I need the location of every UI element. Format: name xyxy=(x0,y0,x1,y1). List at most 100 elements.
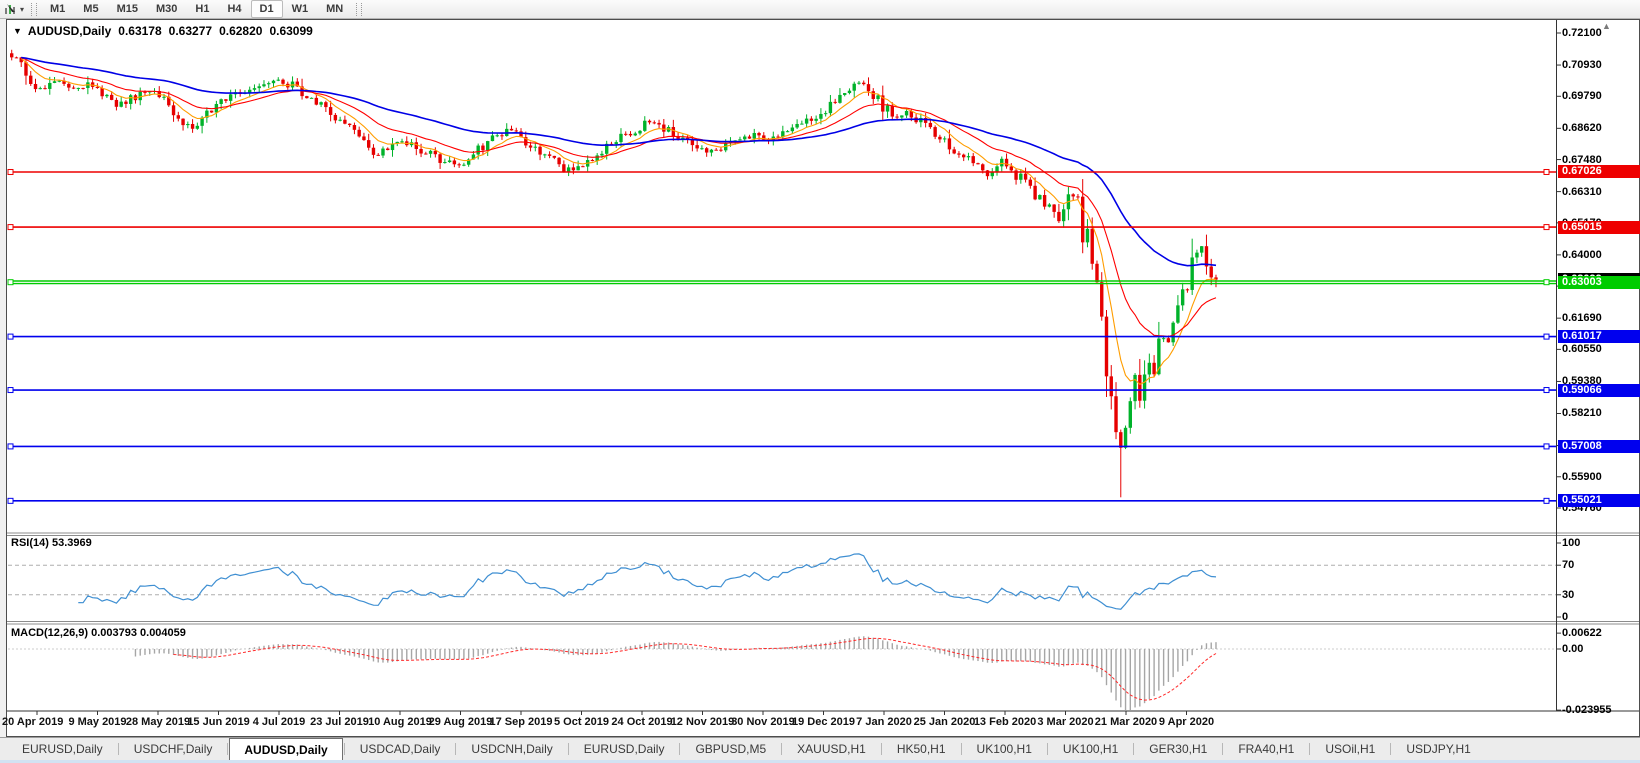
tab-separator xyxy=(117,743,119,755)
chart-tab-GBPUSD-M5[interactable]: GBPUSD,M5 xyxy=(695,742,767,756)
price-tick-0.55900: 0.55900 xyxy=(1562,470,1602,483)
price-tick-0.67480: 0.67480 xyxy=(1562,153,1602,166)
tab-separator xyxy=(227,743,229,755)
tab-separator xyxy=(1222,743,1224,755)
rsi-scale-70: 70 xyxy=(1562,559,1575,572)
level-price-box-0.61017: 0.61017 xyxy=(1558,330,1640,344)
date-tick-label: 15 Jun 2019 xyxy=(187,716,250,728)
symbol-label: AUDUSD,Daily xyxy=(27,24,112,38)
toolbar-grip[interactable] xyxy=(31,2,38,16)
date-tick-label: 17 Sep 2019 xyxy=(489,716,553,728)
price-tick-0.69790: 0.69790 xyxy=(1562,90,1602,103)
rsi-scale-0: 0 xyxy=(1562,611,1569,623)
status-strip xyxy=(0,760,1640,763)
timeframe-button-H1[interactable]: H1 xyxy=(195,3,210,15)
level-price-box-0.57008: 0.57008 xyxy=(1558,439,1640,453)
tab-separator xyxy=(455,743,457,755)
date-tick-label: 10 Aug 2019 xyxy=(368,716,432,728)
chart-tab-AUDUSD-Daily[interactable]: AUDUSD,Daily xyxy=(229,738,343,760)
price-tick-0.72100: 0.72100 xyxy=(1562,27,1602,39)
date-tick-label: 5 Oct 2019 xyxy=(553,716,610,728)
level-price-box-0.63003: 0.63003 xyxy=(1558,275,1640,289)
macd-scale-0.00: 0.00 xyxy=(1562,643,1584,655)
date-tick-label: 13 Feb 2020 xyxy=(973,716,1037,728)
chart-tab-EURUSD-Daily[interactable]: EURUSD,Daily xyxy=(22,742,103,756)
price-tick-0.58210: 0.58210 xyxy=(1562,407,1602,420)
tab-separator xyxy=(960,743,962,755)
chart-tab-USDCHF-Daily[interactable]: USDCHF,Daily xyxy=(133,742,213,756)
price-tick-0.64000: 0.64000 xyxy=(1562,248,1602,261)
ohlc-low: 0.62820 xyxy=(219,24,263,38)
chart-tab-GER30-H1[interactable]: GER30,H1 xyxy=(1149,742,1208,756)
chart-tab-UK100-H1[interactable]: UK100,H1 xyxy=(976,742,1032,756)
chart-tab-USOil-H1[interactable]: USOil,H1 xyxy=(1325,742,1376,756)
timeframe-button-M30[interactable]: M30 xyxy=(155,3,178,15)
tab-separator xyxy=(567,743,569,755)
date-tick-label: 9 May 2019 xyxy=(68,716,127,728)
date-tick-label: 30 Nov 2019 xyxy=(731,716,795,728)
chart-tab-EURUSD-Daily[interactable]: EURUSD,Daily xyxy=(583,742,665,756)
timeframe-button-M5[interactable]: M5 xyxy=(83,3,99,15)
ohlc-high: 0.63277 xyxy=(168,24,213,38)
price-tick-0.70930: 0.70930 xyxy=(1562,59,1602,72)
chart-tab-UK100-H1[interactable]: UK100,H1 xyxy=(1062,742,1119,756)
date-tick-label: 7 Jan 2020 xyxy=(856,716,912,728)
date-tick-label: 20 Apr 2019 xyxy=(2,716,64,728)
level-price-box-0.67026: 0.67026 xyxy=(1558,165,1640,179)
macd-scale-0.00622: 0.00622 xyxy=(1562,627,1602,640)
scroll-end-icon[interactable]: ▲ xyxy=(1602,21,1611,31)
level-price-box-0.65015: 0.65015 xyxy=(1558,220,1640,234)
tab-separator xyxy=(1309,743,1311,755)
price-tick-0.61690: 0.61690 xyxy=(1562,312,1602,325)
tab-separator xyxy=(781,743,783,755)
timeframe-button-group: M1 M5 M15 M30 H1 H4 D1 W1 MN xyxy=(41,0,352,18)
chart-tab-bar: EURUSD,Daily USDCHF,Daily AUDUSD,Daily USDC… xyxy=(0,737,1640,760)
date-tick-label: 12 Nov 2019 xyxy=(670,716,735,728)
date-tick-label: 25 Jan 2020 xyxy=(913,716,976,728)
chart-tab-USDCNH-Daily[interactable]: USDCNH,Daily xyxy=(471,742,553,756)
ohlc-open: 0.63178 xyxy=(118,24,162,38)
level-price-box-0.55021: 0.55021 xyxy=(1558,494,1640,508)
chart-tab-USDCAD-Daily[interactable]: USDCAD,Daily xyxy=(359,742,441,756)
date-tick-label: 23 Jul 2019 xyxy=(310,716,369,728)
timeframe-button-D1[interactable]: D1 xyxy=(250,0,283,18)
macd-indicator-label: MACD(12,26,9) 0.003793 0.004059 xyxy=(11,627,186,639)
tab-separator xyxy=(679,743,681,755)
timeframe-button-MN[interactable]: MN xyxy=(326,3,344,15)
timeframe-button-M15[interactable]: M15 xyxy=(116,3,138,15)
date-tick-label: 9 Apr 2020 xyxy=(1158,716,1215,728)
tab-separator xyxy=(1046,743,1048,755)
tab-separator xyxy=(1133,743,1135,755)
toolbar-grip-right[interactable] xyxy=(356,2,363,16)
crosshair-tool-icon[interactable]: ▾ xyxy=(0,0,27,18)
timeframe-button-W1[interactable]: W1 xyxy=(291,3,309,15)
date-tick-label: 19 Dec 2019 xyxy=(792,716,855,728)
chevron-down-icon[interactable]: ▾ xyxy=(20,4,25,14)
rsi-indicator-label: RSI(14) 53.3969 xyxy=(11,537,92,549)
timeframe-button-M1[interactable]: M1 xyxy=(50,3,66,15)
chart-window[interactable] xyxy=(6,19,1640,737)
ohlc-close: 0.63099 xyxy=(269,24,313,38)
level-price-box-0.59066: 0.59066 xyxy=(1558,383,1640,397)
tab-separator xyxy=(880,743,882,755)
chart-cursor-glyph xyxy=(5,3,15,14)
chart-tab-USDJPY-H1[interactable]: USDJPY,H1 xyxy=(1406,742,1471,756)
price-tick-0.60550: 0.60550 xyxy=(1562,343,1602,356)
date-tick-label: 4 Jul 2019 xyxy=(252,716,306,728)
macd-scale--0.023955: -0.023955 xyxy=(1562,704,1612,717)
rsi-scale-100: 100 xyxy=(1562,537,1581,549)
date-tick-label: 24 Oct 2019 xyxy=(611,716,673,728)
rsi-scale-30: 30 xyxy=(1562,588,1575,601)
chart-title: ▼ AUDUSD,Daily 0.63178 0.63277 0.62820 0.6309… xyxy=(13,24,313,38)
price-tick-0.66310: 0.66310 xyxy=(1562,185,1602,198)
symbol-dropdown-icon[interactable]: ▼ xyxy=(13,26,22,36)
date-tick-label: 21 Mar 2020 xyxy=(1094,716,1158,728)
price-tick-0.68620: 0.68620 xyxy=(1562,122,1602,135)
date-tick-label: 28 May 2019 xyxy=(125,716,191,728)
chart-tab-XAUUSD-H1[interactable]: XAUUSD,H1 xyxy=(797,742,866,756)
tab-separator xyxy=(343,743,345,755)
date-tick-label: 3 Mar 2020 xyxy=(1037,716,1094,728)
timeframe-button-H4[interactable]: H4 xyxy=(227,3,242,15)
chart-tab-HK50-H1[interactable]: HK50,H1 xyxy=(896,742,946,756)
chart-tab-FRA40-H1[interactable]: FRA40,H1 xyxy=(1238,742,1295,756)
